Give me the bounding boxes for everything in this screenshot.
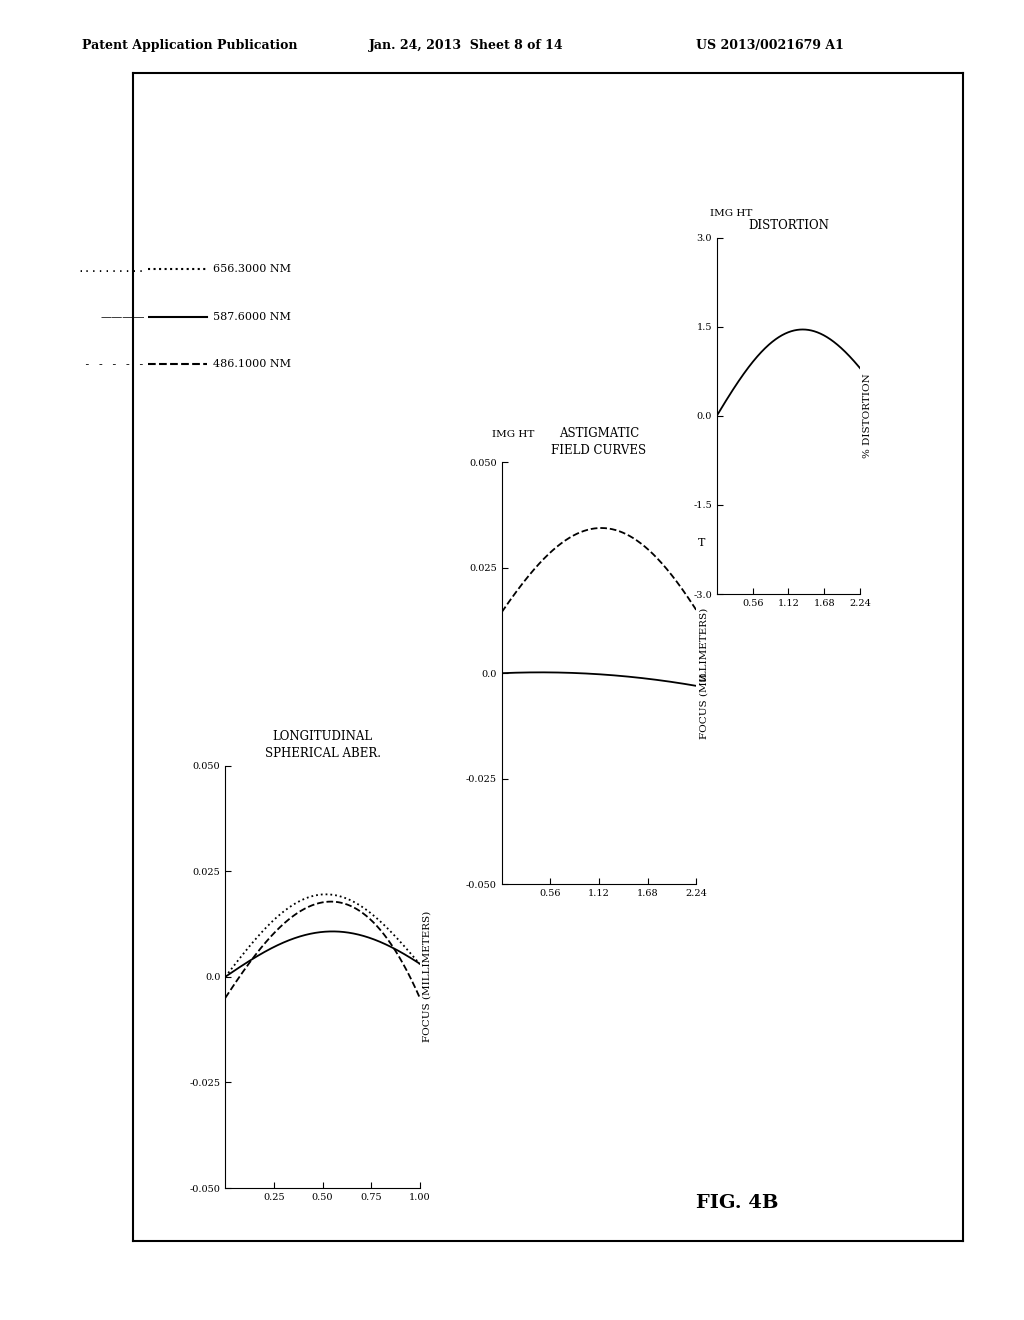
- Text: - - - - -: - - - - -: [84, 359, 144, 370]
- Title: DISTORTION: DISTORTION: [749, 219, 828, 232]
- Text: Jan. 24, 2013  Sheet 8 of 14: Jan. 24, 2013 Sheet 8 of 14: [369, 38, 563, 51]
- Y-axis label: FOCUS (MILLIMETERS): FOCUS (MILLIMETERS): [423, 911, 432, 1043]
- Text: FIG. 4B: FIG. 4B: [696, 1193, 778, 1212]
- Text: Patent Application Publication: Patent Application Publication: [82, 38, 297, 51]
- Text: 587.6000 NM: 587.6000 NM: [213, 312, 291, 322]
- Title: ASTIGMATIC
FIELD CURVES: ASTIGMATIC FIELD CURVES: [552, 426, 646, 457]
- Text: US 2013/0021679 A1: US 2013/0021679 A1: [696, 38, 844, 51]
- Y-axis label: % DISTORTION: % DISTORTION: [863, 374, 872, 458]
- Text: S: S: [698, 673, 706, 684]
- Y-axis label: FOCUS (MILLIMETERS): FOCUS (MILLIMETERS): [699, 607, 709, 739]
- Text: IMG HT: IMG HT: [492, 429, 535, 438]
- Text: 486.1000 NM: 486.1000 NM: [213, 359, 291, 370]
- Text: ————: ————: [100, 312, 144, 322]
- Text: T: T: [698, 539, 706, 549]
- Text: 656.3000 NM: 656.3000 NM: [213, 264, 291, 275]
- Title: LONGITUDINAL
SPHERICAL ABER.: LONGITUDINAL SPHERICAL ABER.: [264, 730, 381, 760]
- Text: ..........: ..........: [77, 264, 144, 275]
- Text: IMG HT: IMG HT: [710, 209, 752, 218]
